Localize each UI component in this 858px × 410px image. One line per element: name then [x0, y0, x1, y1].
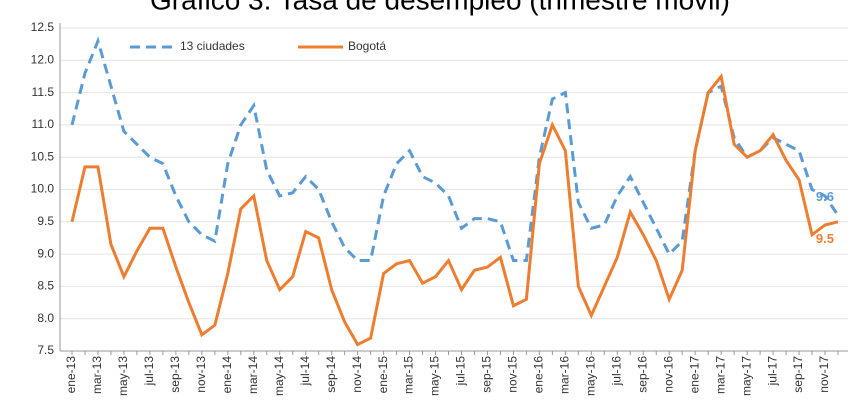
x-tick-label: may-13 — [116, 356, 130, 396]
y-tick-label: 8.5 — [37, 279, 54, 293]
x-tick-label: nov-14 — [350, 356, 364, 393]
x-tick-label: mar-14 — [246, 356, 260, 394]
x-tick-label: sep-15 — [480, 356, 494, 393]
x-tick-label: ene-14 — [220, 356, 234, 394]
x-tick-label: sep-16 — [635, 356, 649, 393]
x-tick-label: nov-17 — [817, 356, 831, 393]
y-tick-label: 11.0 — [32, 117, 55, 131]
y-tick-label: 9.0 — [37, 246, 54, 260]
x-tick-label: mar-15 — [402, 356, 416, 394]
x-tick-label: jul-14 — [298, 356, 312, 387]
x-tick-label: sep-13 — [168, 356, 182, 393]
x-tick-label: nov-16 — [661, 356, 675, 393]
series-line — [70, 36, 840, 263]
data-label: 9.6 — [816, 189, 834, 204]
x-tick-label: nov-13 — [194, 356, 208, 393]
x-tick-label: ene-13 — [64, 356, 78, 394]
legend-label: Bogotá — [348, 39, 386, 53]
y-tick-label: 12.5 — [31, 20, 55, 34]
x-tick-label: jul-17 — [765, 356, 779, 387]
x-tick-label: may-14 — [272, 356, 286, 396]
x-tick-label: jul-13 — [142, 356, 156, 387]
y-tick-label: 10.0 — [31, 182, 55, 196]
x-tick-label: mar-13 — [90, 356, 104, 394]
x-tick-label: may-15 — [428, 356, 442, 396]
y-tick-label: 12.0 — [31, 52, 55, 66]
x-tick-label: jul-16 — [609, 356, 623, 387]
y-tick-label: 11.5 — [32, 85, 55, 99]
x-tick-label: jul-15 — [454, 356, 468, 387]
x-tick-label: may-16 — [583, 356, 597, 396]
x-tick-label: ene-17 — [687, 356, 701, 394]
x-tick-label: sep-14 — [324, 356, 338, 393]
x-tick-label: ene-16 — [532, 356, 546, 394]
series-line — [70, 72, 839, 347]
x-tick-label: nov-15 — [506, 356, 520, 393]
x-tick-label: ene-15 — [376, 356, 390, 394]
y-tick-label: 9.5 — [37, 214, 54, 228]
x-tick-label: sep-17 — [791, 356, 805, 393]
legend-label: 13 ciudades — [180, 39, 245, 53]
y-tick-label: 10.5 — [31, 149, 55, 163]
y-tick-label: 7.5 — [37, 343, 54, 357]
x-tick-label: mar-17 — [713, 356, 727, 394]
y-tick-label: 8.0 — [37, 311, 54, 325]
chart-title: Gráfico 3. Tasa de desempleo (trimestre … — [150, 0, 730, 15]
x-tick-label: mar-16 — [558, 356, 572, 394]
x-tick-label: may-17 — [739, 356, 753, 396]
data-label: 9.5 — [816, 231, 834, 246]
